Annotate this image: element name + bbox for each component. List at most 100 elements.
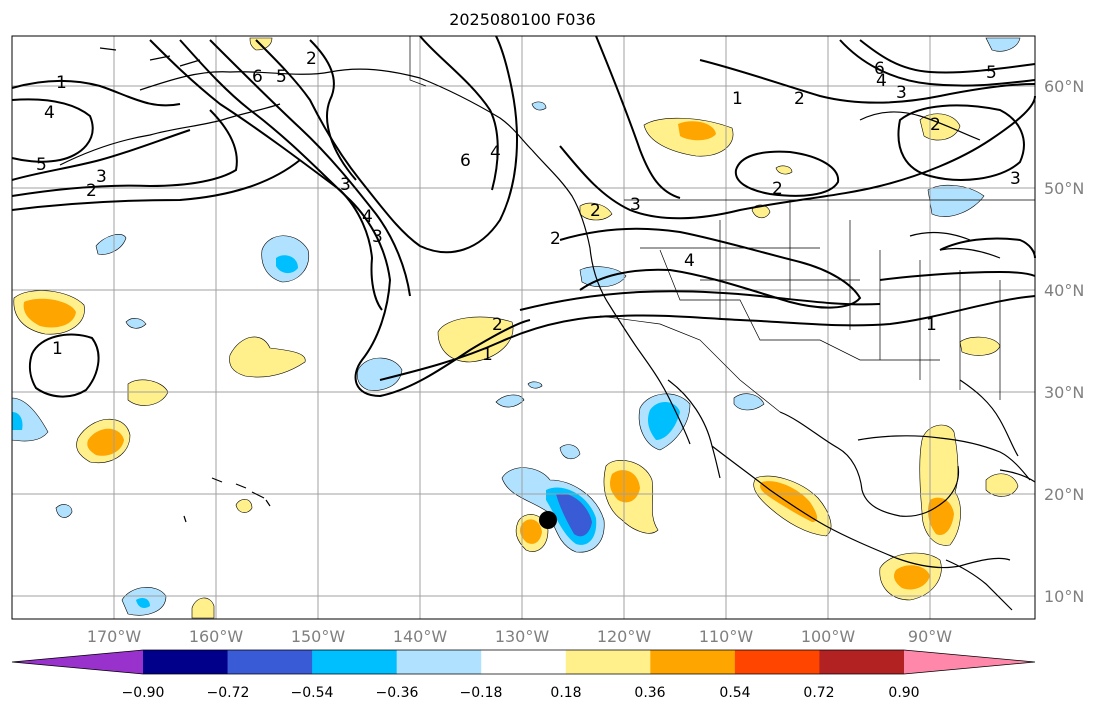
shade-neg-17 — [531, 101, 547, 111]
contour-line — [209, 39, 411, 297]
colorbar-tick-label: −0.36 — [376, 685, 419, 701]
colorbar-tick-label: 0.90 — [888, 685, 919, 701]
shade-pos-13-core — [519, 519, 542, 544]
lon-label: 160°W — [189, 627, 244, 646]
contour-label: 1 — [732, 89, 743, 109]
colorbar-tick-label: 0.54 — [719, 685, 750, 701]
contour-line — [309, 39, 357, 181]
shade-pos-4 — [191, 597, 215, 619]
colorbar — [11, 649, 1036, 675]
colorbar-segment — [904, 650, 1035, 674]
colorbar-tick-label: −0.72 — [207, 685, 250, 701]
colorbar-tick-label: 0.72 — [803, 685, 834, 701]
colorbar-segment — [481, 650, 567, 674]
shade-neg-16 — [985, 37, 1021, 52]
map-title: 2025080100 F036 — [449, 10, 596, 29]
contour-label: 5 — [986, 63, 997, 83]
colorbar-segment — [650, 650, 736, 674]
contour-label: 6 — [874, 59, 885, 79]
shade-neg-15 — [927, 184, 985, 217]
contour-label: 2 — [930, 115, 941, 135]
storm-center-marker — [539, 511, 557, 529]
shade-pos-8-core — [678, 121, 716, 141]
shade-neg-3 — [125, 318, 147, 329]
shade-neg-4-core — [12, 412, 23, 430]
colorbar-tick-label: 0.18 — [550, 685, 581, 701]
contour-line — [859, 39, 1036, 74]
colorbar-tick-label: 0.36 — [634, 685, 665, 701]
contour-line — [28, 333, 100, 398]
lat-label: 30°N — [1044, 383, 1084, 402]
shade-neg-5 — [55, 504, 73, 518]
colorbar-segment — [819, 650, 905, 674]
shade-neg-10 — [559, 444, 581, 460]
shade-neg-11-core — [556, 493, 592, 537]
contour-line — [149, 39, 383, 311]
lon-label: 130°W — [495, 627, 550, 646]
shade-pos-6 — [437, 316, 514, 363]
shade-neg-12-core — [648, 401, 680, 440]
contour-label: 2 — [86, 181, 97, 201]
contour-line — [519, 290, 881, 311]
shade-pos-10 — [751, 204, 771, 219]
contour-label: 1 — [52, 339, 63, 359]
lon-label: 110°W — [699, 627, 754, 646]
contour-label: 5 — [36, 155, 47, 175]
anomaly-shading — [11, 37, 1021, 619]
map-frame — [11, 35, 1036, 620]
lon-label: 90°W — [908, 627, 952, 646]
contour-line — [559, 227, 862, 309]
shade-neg-9 — [527, 381, 543, 389]
contour-line — [11, 159, 301, 211]
contour-label: 3 — [1010, 169, 1021, 189]
colorbar-tick-labels: −0.90 −0.72 −0.54 −0.36 −0.18 0.18 0.36 … — [122, 685, 920, 701]
contour-label: 3 — [372, 227, 383, 247]
contour-line — [179, 39, 531, 398]
contour-line — [379, 295, 1036, 381]
lat-label: 10°N — [1044, 587, 1084, 606]
contour-label: 6 — [460, 151, 471, 171]
lon-label: 100°W — [801, 627, 856, 646]
contour-label: 6 — [252, 67, 263, 87]
lon-label: 140°W — [393, 627, 448, 646]
contour-label: 3 — [340, 175, 351, 195]
lat-label: 20°N — [1044, 485, 1084, 504]
contour-label: 3 — [896, 83, 907, 103]
contour-line — [879, 270, 1036, 281]
colorbar-outline — [11, 649, 1036, 675]
lat-label: 40°N — [1044, 281, 1084, 300]
colorbar-segment — [12, 650, 143, 674]
colorbar-tick-label: −0.90 — [122, 685, 165, 701]
colorbar-segment — [227, 650, 313, 674]
contour-label: 2 — [590, 201, 601, 221]
contour-lines — [11, 35, 1036, 398]
shade-pos-9 — [775, 165, 793, 175]
shade-neg-4 — [11, 397, 49, 442]
contour-line — [255, 35, 518, 254]
contour-label: 4 — [362, 207, 373, 227]
lon-label: 120°W — [597, 627, 652, 646]
contour-line — [734, 150, 840, 197]
contour-line — [939, 237, 1036, 259]
contour-line — [595, 35, 681, 199]
lat-label: 60°N — [1044, 77, 1084, 96]
contour-label: 2 — [550, 229, 561, 249]
shade-pos-15-core — [928, 497, 954, 536]
coastlines — [59, 47, 1036, 611]
contour-line — [11, 98, 94, 163]
latitude-labels: 60°N 50°N 40°N 30°N 20°N 10°N — [1044, 77, 1084, 606]
contour-label: 2 — [794, 89, 805, 109]
contour-label: 4 — [490, 143, 501, 163]
contour-label: 2 — [492, 315, 503, 335]
contour-line — [11, 109, 238, 197]
shade-pos-11 — [579, 202, 613, 221]
contour-line — [419, 35, 499, 191]
shade-neg-8 — [495, 394, 525, 408]
contour-label: 2 — [306, 49, 317, 69]
shade-neg-14 — [579, 266, 627, 288]
colorbar-segment — [396, 650, 482, 674]
contour-label: 4 — [684, 251, 695, 271]
contour-label: 5 — [276, 67, 287, 87]
shade-neg-2 — [95, 234, 127, 255]
